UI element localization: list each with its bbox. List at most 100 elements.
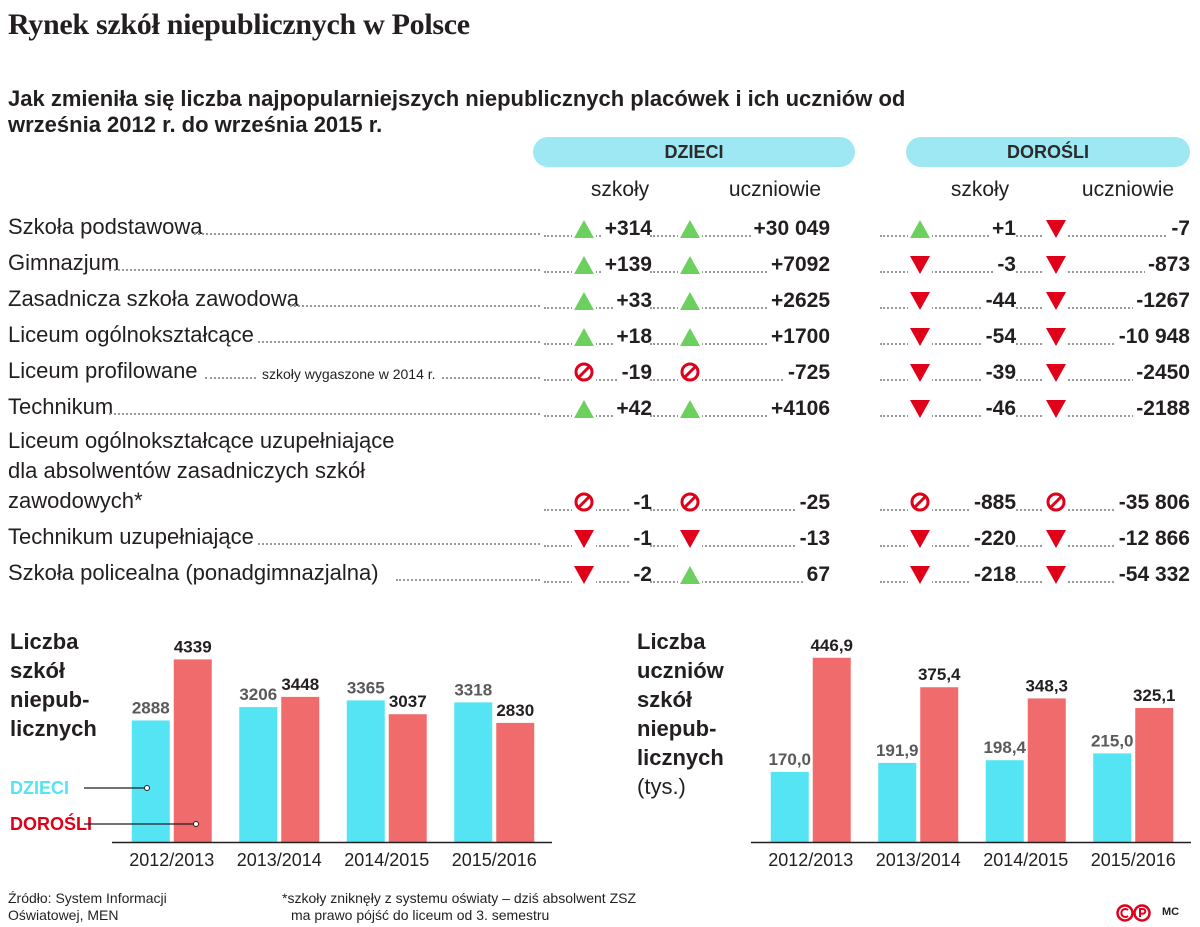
- cell-value: -1: [630, 526, 652, 552]
- cell-value: -2: [630, 562, 652, 588]
- cell-value: +33: [613, 288, 652, 314]
- increase-triangle-icon: [678, 252, 702, 278]
- leader-dots: [289, 305, 540, 307]
- subtitle-text: Jak zmieniła się liczba najpopularniejsz…: [8, 86, 906, 137]
- cell-value: -10 948: [1115, 324, 1190, 350]
- bar-children-2013/2014: [239, 707, 278, 842]
- group-header-children: DZIECI: [533, 137, 855, 167]
- bar-value-label: 191,9: [876, 741, 919, 760]
- x-tick-label: 2015/2016: [1091, 850, 1176, 870]
- chart-schools-title-line: szkół: [10, 658, 66, 683]
- cell-liceum-ogolnoksztalcace-adults-students: -10 948: [1016, 324, 1190, 350]
- decrease-triangle-icon: [908, 526, 932, 552]
- chart-students-title-line: uczniów: [637, 658, 724, 683]
- increase-triangle-icon: [572, 396, 596, 422]
- row-label-liceum-uzupelniajace: Liceum ogólnokształcące uzupełniające: [8, 428, 395, 453]
- cell-gimnazjum-children-students: +7092: [650, 252, 830, 278]
- credit: MC: [1162, 906, 1180, 918]
- bar-adults-2014/2015: [388, 714, 427, 842]
- decrease-triangle-icon: [908, 562, 932, 588]
- increase-triangle-icon: [678, 396, 702, 422]
- cell-gimnazjum-adults-schools: -3: [880, 252, 1016, 278]
- cell-liceum-uzupelniajace-adults-schools: -885: [880, 490, 1016, 516]
- bar-children-2014/2015: [346, 700, 385, 842]
- cell-liceum-uzupelniajace-adults-students: -35 806: [1016, 490, 1190, 516]
- cell-value: -220: [970, 526, 1016, 552]
- decrease-triangle-icon: [1044, 562, 1068, 588]
- cell-value: 67: [803, 562, 830, 588]
- source-line: Źródło: System Informacji: [8, 890, 167, 906]
- column-header-children-students: uczniowie: [728, 178, 822, 201]
- row-label-zasadnicza-szkola-zawodowa: Zasadnicza szkoła zawodowa: [8, 286, 300, 311]
- decrease-triangle-icon: [1044, 360, 1068, 386]
- increase-triangle-icon: [908, 216, 932, 242]
- chart-schools-title: Liczba szkół niepub- licznych: [10, 627, 97, 743]
- chart-students-title-line: niepub-: [637, 716, 717, 741]
- bar-value-label: 3448: [281, 675, 319, 694]
- cell-liceum-ogolnoksztalcace-children-students: +1700: [650, 324, 830, 350]
- leader-dots: [109, 269, 540, 271]
- bar-value-label: 215,0: [1091, 731, 1134, 750]
- increase-triangle-icon: [572, 216, 596, 242]
- cell-value: +1: [989, 216, 1016, 242]
- cell-value: -12 866: [1115, 526, 1190, 552]
- leader-dots: [257, 341, 540, 343]
- cell-value: -725: [784, 360, 830, 386]
- cell-value: +7092: [768, 252, 830, 278]
- leader-dots: [395, 579, 540, 581]
- bar-children-2012/2013: [770, 771, 809, 842]
- cell-value: -19: [618, 360, 652, 386]
- cell-value: -218: [970, 562, 1016, 588]
- bar-value-label: 446,9: [810, 636, 853, 655]
- x-tick-label: 2014/2015: [983, 850, 1068, 870]
- cell-technikum-children-students: +4106: [650, 396, 830, 422]
- cell-technikum-uzupelniajace-children-students: -13: [650, 526, 830, 552]
- increase-triangle-icon: [678, 562, 702, 588]
- cell-szkola-policealna-adults-schools: -218: [880, 562, 1016, 588]
- x-tick-label: 2014/2015: [344, 850, 429, 870]
- row-label-szkola-policealna: Szkoła policealna (ponadgimnazjalna): [8, 560, 379, 585]
- discontinued-icon: [678, 490, 702, 516]
- row-label-liceum-uzupelniajace: dla absolwentów zasadniczych szkół: [8, 458, 366, 483]
- cell-value: +2625: [768, 288, 830, 314]
- bar-adults-2012/2013: [173, 659, 212, 842]
- bar-adults-2014/2015: [1027, 698, 1066, 842]
- cell-value: -39: [982, 360, 1016, 386]
- increase-triangle-icon: [572, 252, 596, 278]
- decrease-triangle-icon: [908, 360, 932, 386]
- cell-value: -2450: [1133, 360, 1190, 386]
- cell-szkola-policealna-adults-students: -54 332: [1016, 562, 1190, 588]
- increase-triangle-icon: [572, 324, 596, 350]
- cell-zasadnicza-szkola-zawodowa-adults-students: -1267: [1016, 288, 1190, 314]
- cell-value: -7: [1168, 216, 1190, 242]
- bar-value-label: 3206: [239, 685, 277, 704]
- cell-value: -873: [1144, 252, 1190, 278]
- discontinued-icon: [1044, 490, 1068, 516]
- leader-dots: [257, 543, 540, 545]
- cell-value: -1267: [1133, 288, 1190, 314]
- leader-dots: [109, 413, 540, 415]
- page-title: Rynek szkół niepublicznych w Polsce: [8, 8, 470, 41]
- discontinued-icon: [678, 360, 702, 386]
- bar-children-2014/2015: [985, 760, 1024, 842]
- page-subtitle: Jak zmieniła się liczba najpopularniejsz…: [8, 86, 1008, 138]
- cell-value: -3: [994, 252, 1016, 278]
- x-tick-label: 2012/2013: [768, 850, 853, 870]
- cell-technikum-uzupelniajace-adults-schools: -220: [880, 526, 1016, 552]
- legend-children: DZIECI: [10, 778, 70, 798]
- decrease-triangle-icon: [908, 252, 932, 278]
- bar-children-2012/2013: [131, 720, 170, 842]
- row-label-liceum-profilowane: Liceum profilowane: [8, 358, 198, 383]
- bar-value-label: 3318: [454, 680, 492, 699]
- decrease-triangle-icon: [1044, 396, 1068, 422]
- row-label-liceum-ogolnoksztalcace: Liceum ogólnokształcące: [8, 322, 254, 347]
- chart-students-title-line: szkół: [637, 687, 693, 712]
- bar-value-label: 198,4: [983, 738, 1026, 757]
- cell-gimnazjum-children-schools: +139: [544, 252, 652, 278]
- cell-value: +314: [601, 216, 652, 242]
- row-note: szkoły wygaszone w 2014 r.: [258, 366, 440, 382]
- cell-technikum-adults-schools: -46: [880, 396, 1016, 422]
- cell-value: +18: [613, 324, 652, 350]
- cell-szkola-policealna-children-students: 67: [650, 562, 830, 588]
